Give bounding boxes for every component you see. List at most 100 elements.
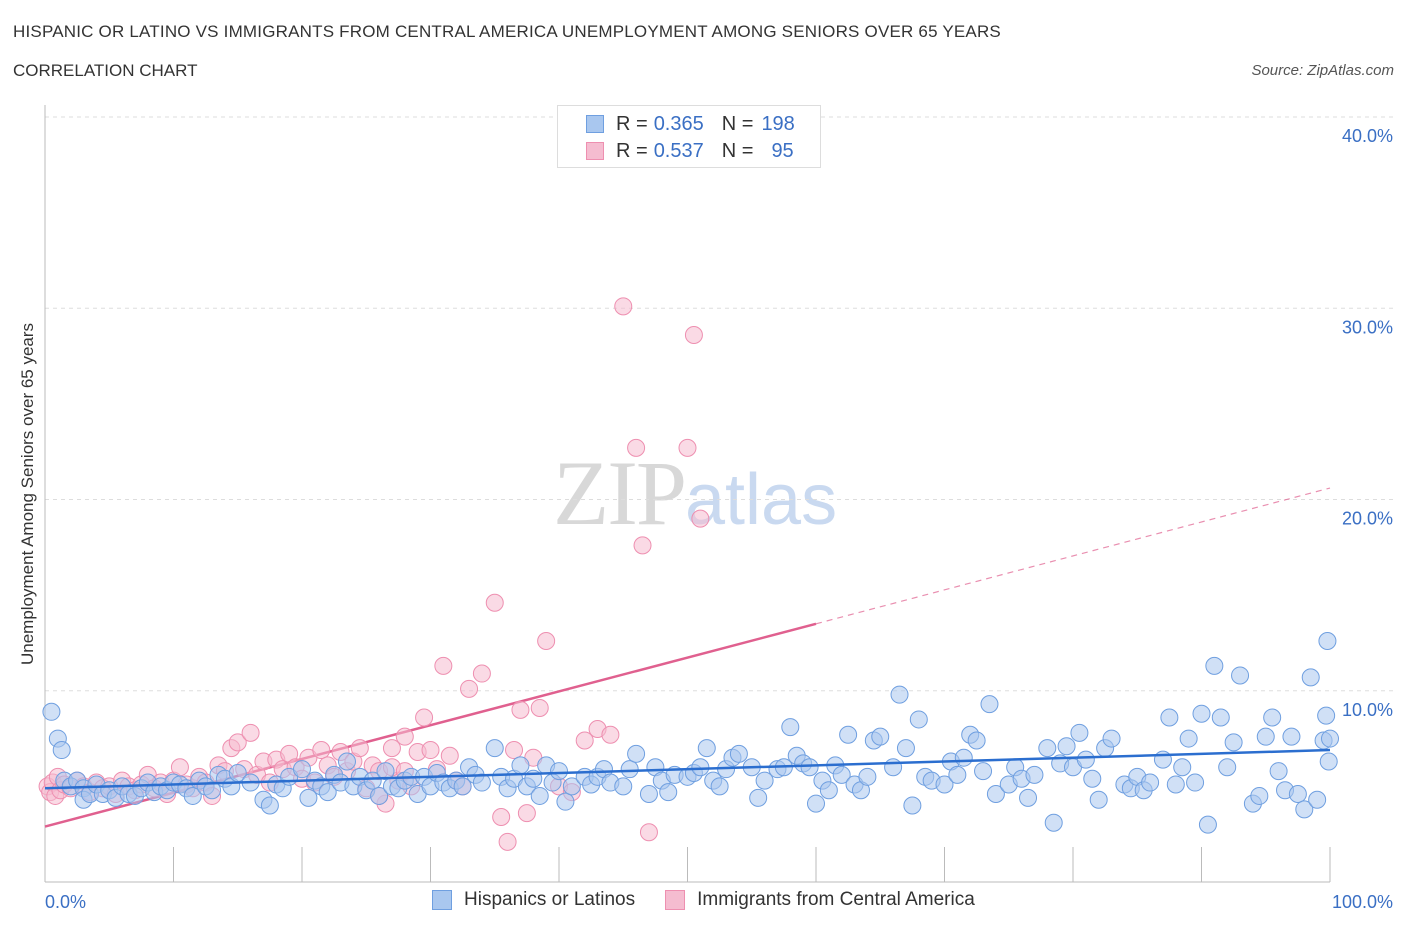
data-point-immigrants — [517, 804, 536, 823]
data-point-hispanics — [839, 725, 858, 744]
data-point-immigrants — [537, 632, 556, 651]
data-point-hispanics — [1089, 790, 1108, 809]
data-point-hispanics — [729, 744, 748, 763]
data-point-immigrants — [639, 823, 658, 842]
data-point-immigrants — [241, 723, 260, 742]
data-point-hispanics — [954, 748, 973, 767]
data-point-hispanics — [1083, 769, 1102, 788]
data-point-hispanics — [1263, 708, 1282, 727]
data-point-hispanics — [1160, 708, 1179, 727]
data-point-hispanics — [903, 796, 922, 815]
data-point-hispanics — [781, 718, 800, 737]
data-point-hispanics — [1038, 739, 1057, 758]
data-point-immigrants — [575, 731, 594, 750]
data-point-hispanics — [1250, 786, 1269, 805]
data-point-hispanics — [1224, 733, 1243, 752]
series-legend: Hispanics or Latinos Immigrants from Cen… — [432, 889, 1005, 911]
data-point-hispanics — [614, 777, 633, 796]
data-point-hispanics — [1308, 790, 1327, 809]
axes — [44, 105, 1331, 883]
data-point-hispanics — [203, 781, 222, 800]
data-point-hispanics — [858, 767, 877, 786]
correlation-legend: R = 0.365 N = 198 R = 0.537 N = 95 — [557, 105, 821, 168]
data-point-hispanics — [1019, 788, 1038, 807]
legend-label: Immigrants from Central America — [697, 889, 975, 910]
tick-labels: 10.0% 20.0% 30.0% 40.0% 0.0% 100.0% — [45, 126, 1393, 912]
data-point-hispanics — [819, 781, 838, 800]
data-point-hispanics — [550, 762, 568, 781]
data-point-hispanics — [260, 796, 279, 815]
data-point-hispanics — [1269, 762, 1288, 781]
data-point-hispanics — [986, 785, 1005, 804]
data-point-hispanics — [749, 788, 768, 807]
data-point-immigrants — [415, 708, 434, 727]
data-point-hispanics — [1256, 727, 1275, 746]
data-point-hispanics — [1025, 765, 1044, 784]
data-point-hispanics — [884, 758, 903, 777]
data-point-hispanics — [974, 762, 993, 781]
data-point-hispanics — [1186, 773, 1205, 792]
data-point-hispanics — [1295, 800, 1314, 819]
legend-row-blue: R = 0.365 N = 198 — [586, 111, 795, 137]
r-label: R = — [616, 139, 648, 162]
y-tick-label: 30.0% — [1342, 317, 1393, 337]
data-point-hispanics — [485, 739, 504, 758]
data-point-hispanics — [1070, 723, 1089, 742]
data-point-hispanics — [755, 771, 774, 790]
data-point-immigrants — [678, 438, 697, 457]
data-point-hispanics — [1301, 668, 1320, 687]
n-value: 198 — [761, 112, 795, 135]
legend-swatch-blue — [432, 890, 452, 910]
data-point-hispanics — [453, 777, 472, 796]
data-point-immigrants — [614, 297, 633, 316]
data-point-immigrants — [350, 739, 369, 758]
data-point-hispanics — [948, 765, 967, 784]
trend-line-layer-blue — [44, 748, 1331, 790]
data-point-hispanics — [935, 775, 954, 794]
data-point-immigrants — [421, 741, 440, 760]
legend-swatch-blue — [586, 115, 604, 133]
data-point-hispanics — [530, 786, 549, 805]
data-point-hispanics — [293, 760, 311, 779]
data-point-hispanics — [1288, 785, 1307, 804]
legend-item-hispanics: Hispanics or Latinos — [432, 889, 635, 911]
data-point-immigrants — [601, 725, 620, 744]
data-point-hispanics — [890, 685, 909, 704]
data-point-hispanics — [1317, 706, 1336, 725]
series-hispanics-points — [42, 632, 1339, 834]
y-tick-label: 40.0% — [1342, 126, 1393, 146]
data-point-hispanics — [1166, 775, 1185, 794]
data-point-hispanics — [1218, 758, 1237, 777]
data-point-hispanics — [1141, 773, 1160, 792]
trend-line-hispanics — [44, 748, 1331, 790]
r-value: 0.537 — [653, 139, 704, 162]
data-point-hispanics — [909, 710, 928, 729]
data-point-hispanics — [42, 702, 61, 721]
data-point-immigrants — [492, 807, 511, 826]
data-point-hispanics — [1211, 708, 1230, 727]
y-tick-label: 20.0% — [1342, 509, 1393, 529]
chart-subtitle: CORRELATION CHART — [13, 61, 198, 80]
data-point-immigrants — [312, 741, 331, 760]
data-point-immigrants — [485, 593, 504, 612]
data-point-hispanics — [1319, 752, 1338, 771]
data-point-hispanics — [691, 758, 710, 777]
data-point-immigrants — [511, 700, 530, 719]
data-point-hispanics — [1057, 737, 1076, 756]
y-tick-label: 10.0% — [1342, 700, 1393, 720]
data-point-hispanics — [807, 794, 825, 813]
data-point-immigrants — [684, 326, 703, 345]
data-point-hispanics — [1173, 758, 1192, 777]
watermark-zip: ZIP — [553, 442, 687, 544]
trend-line-immigrants-extension — [815, 487, 1331, 625]
n-value: 95 — [771, 139, 794, 162]
chart-title: HISPANIC OR LATINO VS IMMIGRANTS FROM CE… — [13, 22, 1001, 41]
data-point-immigrants — [395, 727, 414, 746]
data-point-immigrants — [627, 438, 646, 457]
data-point-immigrants — [691, 509, 710, 528]
data-point-immigrants — [530, 698, 549, 717]
x-tick-label: 100.0% — [1332, 892, 1393, 912]
r-value: 0.365 — [653, 112, 704, 135]
data-point-hispanics — [1044, 813, 1063, 832]
